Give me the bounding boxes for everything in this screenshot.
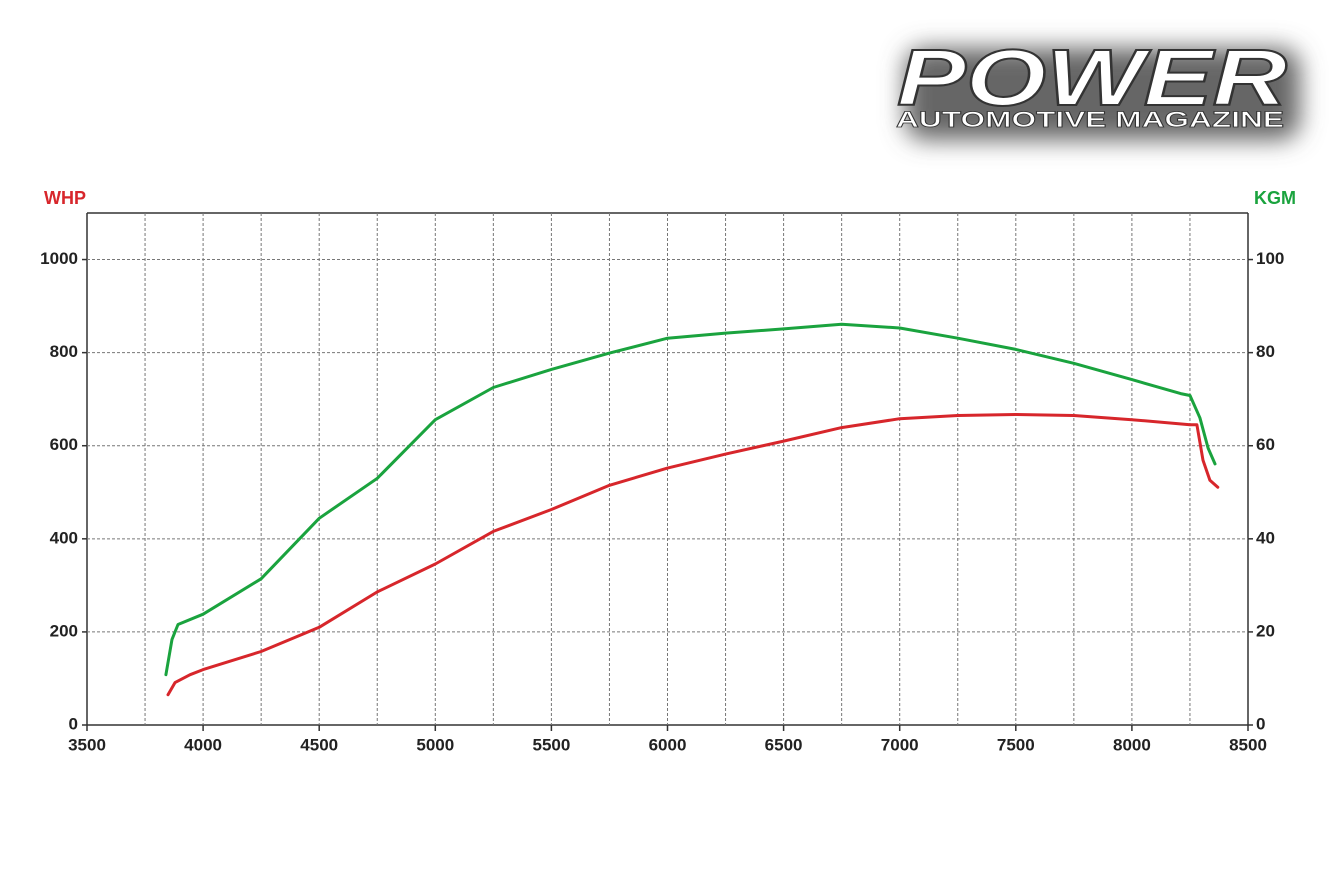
x-tick-label: 8000 — [1113, 735, 1151, 754]
line-kgm — [164, 322, 1217, 677]
y-tick-label: 200 — [50, 621, 78, 640]
y2-tick-label: 60 — [1256, 435, 1275, 454]
y-tick-label: 400 — [50, 528, 78, 547]
y2-tick-label: 20 — [1256, 621, 1275, 640]
y2-tick-label: 40 — [1256, 528, 1275, 547]
logo-title: POWER — [897, 33, 1287, 122]
y-tick-label: 1000 — [40, 249, 78, 268]
logo-background — [905, 48, 1300, 140]
y2-axis-label: KGM — [1254, 188, 1296, 208]
y2-tick-label: 0 — [1256, 714, 1265, 733]
logo: POWER AUTOMOTIVE MAGAZINE — [896, 32, 1300, 140]
y2-tick-label: 100 — [1256, 249, 1284, 268]
y-axis-label: WHP — [44, 188, 86, 208]
y-tick-label: 0 — [69, 714, 78, 733]
x-tick-label: 4000 — [184, 735, 222, 754]
x-tick-label: 7000 — [881, 735, 919, 754]
x-tick-label: 7500 — [997, 735, 1035, 754]
x-tick-label: 6000 — [649, 735, 687, 754]
x-tick-label: 6500 — [765, 735, 803, 754]
x-tick-label: 8500 — [1229, 735, 1267, 754]
x-tick-label: 5500 — [532, 735, 570, 754]
x-tick-label: 3500 — [68, 735, 106, 754]
x-tick-label: 4500 — [300, 735, 338, 754]
logo-subtitle: AUTOMOTIVE MAGAZINE — [896, 107, 1284, 132]
y-tick-label: 800 — [50, 342, 78, 361]
x-tick-label: 5000 — [416, 735, 454, 754]
line-whp — [166, 413, 1220, 697]
y-tick-label: 600 — [50, 435, 78, 454]
y2-tick-label: 80 — [1256, 342, 1275, 361]
